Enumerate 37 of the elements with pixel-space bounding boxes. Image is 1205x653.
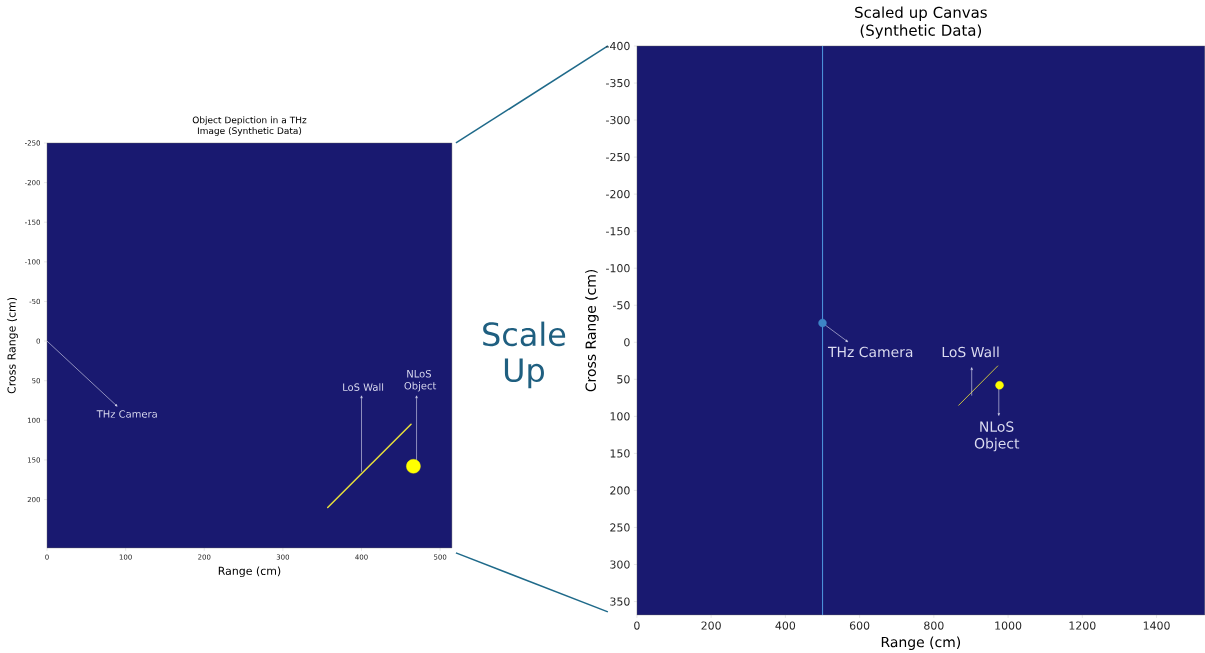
y-tick-label: 50: [617, 375, 630, 384]
y-tick-label: -250: [606, 152, 630, 162]
y-tick-label: -50: [613, 300, 630, 310]
y-axis-title: Cross Range (cm): [7, 297, 18, 394]
x-axis-title: Range (cm): [218, 566, 281, 577]
y-tick-label: -350: [606, 78, 630, 88]
y-tick-label: 200: [610, 486, 630, 495]
annotation: NLoS Object: [974, 421, 1020, 452]
y-tick-label: -100: [606, 263, 630, 273]
y-tick-label: -400: [606, 41, 630, 50]
y-tick-label: 0: [624, 338, 630, 347]
x-tick-label: 600: [849, 621, 870, 630]
annotation: LoS Wall: [343, 383, 384, 391]
x-tick-label: 1000: [995, 621, 1022, 630]
x-axis-title: Range (cm): [881, 636, 961, 650]
x-tick-label: 800: [924, 621, 944, 630]
x-tick-label: 1200: [1069, 621, 1096, 630]
y-axis-title: Cross Range (cm): [585, 269, 599, 392]
annotation: THz Camera: [827, 346, 913, 358]
annotation: THz Camera: [96, 410, 157, 418]
y-tick-label: -150: [606, 226, 630, 236]
y-tick-label: 250: [610, 523, 630, 532]
annotation: LoS Wall: [942, 346, 999, 358]
y-tick-label: -300: [606, 115, 630, 125]
text: Scale Up: [483, 321, 566, 389]
x-tick-label: 0: [634, 621, 640, 630]
y-tick-label: 100: [610, 412, 630, 421]
x-tick-label: 200: [701, 621, 721, 630]
annotation: NLoS Object: [404, 369, 437, 392]
x-tick-label: 400: [775, 621, 796, 630]
y-tick-label: 350: [610, 597, 630, 606]
y-tick-label: 300: [610, 560, 630, 569]
x-tick-label: 1400: [1143, 621, 1170, 630]
chart-title: Object Depiction in a THz Image (Synthetic Data): [192, 116, 307, 136]
y-tick-label: 150: [610, 449, 630, 458]
y-tick-label: -200: [606, 189, 630, 199]
chart-title: Scaled up Canvas (Synthetic Data): [855, 6, 987, 39]
